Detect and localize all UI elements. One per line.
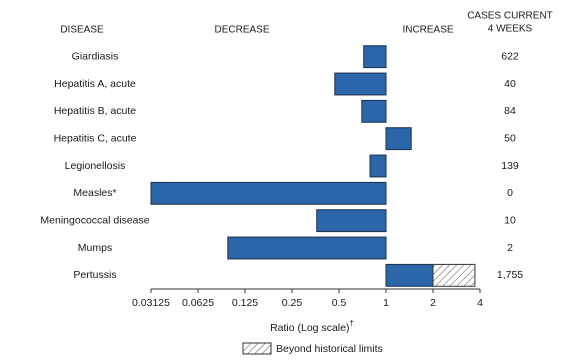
bar	[369, 154, 387, 178]
x-tick-label: 0.0625	[182, 297, 214, 309]
category-label: Mumps	[78, 242, 112, 254]
bar	[385, 263, 434, 287]
header: CASES CURRENT	[467, 11, 553, 22]
x-tick-label: 2	[430, 297, 436, 309]
bar	[385, 127, 412, 151]
cases-label: 139	[501, 160, 519, 172]
category-label: Hepatitis C, acute	[54, 132, 137, 144]
bar	[227, 236, 387, 260]
cases-label: 84	[504, 105, 516, 117]
x-tick-label: 1	[383, 297, 389, 309]
category-label: Meningococcal disease	[40, 214, 149, 226]
category-label: Hepatitis B, acute	[54, 105, 136, 117]
cases-label: 10	[504, 214, 516, 226]
cases-label: 2	[507, 242, 513, 254]
cases-label: 0	[507, 187, 513, 199]
bar	[363, 45, 387, 69]
legend-swatch	[242, 342, 272, 355]
category-label: Hepatitis A, acute	[54, 78, 136, 90]
cases-label: 40	[504, 78, 516, 90]
header: INCREASE	[402, 25, 453, 36]
header: 4 WEEKS	[488, 24, 533, 35]
category-label: Measles*	[73, 187, 116, 199]
bar	[150, 181, 387, 205]
x-tick-label: 0.125	[232, 297, 258, 309]
cases-label: 50	[504, 132, 516, 144]
cases-label: 1,755	[497, 269, 523, 281]
header: DISEASE	[60, 25, 104, 36]
legend-label: Beyond historical limits	[276, 343, 383, 355]
x-axis-label: Ratio (Log scale)†	[270, 319, 354, 334]
bar	[361, 99, 387, 123]
x-tick-label: 0.25	[282, 297, 303, 309]
header: DECREASE	[214, 25, 269, 36]
cases-label: 622	[501, 50, 519, 62]
category-label: Giardiasis	[72, 50, 119, 62]
x-tick-label: 0.03125	[132, 297, 170, 309]
bar-beyond-limit	[432, 263, 476, 287]
bar	[316, 209, 387, 233]
bar	[334, 72, 387, 96]
x-tick-label: 0.5	[332, 297, 347, 309]
x-tick-label: 4	[477, 297, 483, 309]
category-label: Legionellosis	[65, 160, 126, 172]
category-label: Pertussis	[73, 269, 116, 281]
